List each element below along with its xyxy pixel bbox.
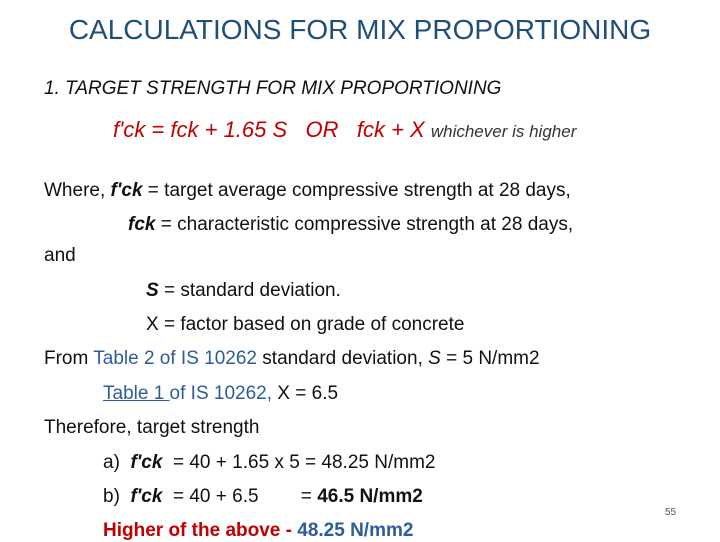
formula-note: whichever is higher — [430, 122, 577, 141]
term-s: S — [428, 348, 441, 369]
reference-value: = 5 N/mm2 — [440, 348, 540, 369]
definition-prefix: Where, — [44, 180, 111, 201]
definition-text: = target average compressive strength at… — [142, 180, 571, 201]
definition-text: = characteristic compressive strength at… — [155, 214, 574, 235]
result-final: Higher of the above - 48.25 N/mm2 — [103, 520, 413, 542]
table-1-link[interactable]: Table 1 — [103, 383, 170, 404]
reference-standard-deviation: From Table 2 of IS 10262 standard deviat… — [44, 348, 540, 370]
term-f-ck-prime: f'ck — [110, 180, 143, 201]
final-value: 48.25 N/mm2 — [297, 520, 414, 541]
definition-and: and — [44, 245, 76, 266]
reference-prefix: From — [44, 348, 94, 369]
option-label: b) — [103, 486, 131, 507]
term-f-ck-prime: f'ck — [130, 452, 163, 473]
reference-text: standard deviation, — [257, 348, 429, 369]
reference-value: X = 6.5 — [272, 383, 339, 404]
option-b-value: 46.5 N/mm2 — [317, 486, 423, 507]
result-option-a: a) f'ck = 40 + 1.65 x 5 = 48.25 N/mm2 — [103, 452, 435, 474]
definition-fck-target: Where, f'ck = target average compressive… — [44, 180, 571, 202]
option-label: a) — [103, 452, 131, 473]
page-number: 55 — [665, 507, 677, 518]
definition-x: X = factor based on grade of concrete — [146, 314, 465, 335]
term-f-ck-prime: f'ck — [130, 486, 163, 507]
target-strength-formula: f'ck = fck + 1.65 S OR fck + X whichever… — [113, 117, 576, 143]
option-text: = 40 + 6.5 = — [162, 486, 318, 507]
slide-title: CALCULATIONS FOR MIX PROPORTIONING — [68, 14, 652, 45]
term-fck: fck — [128, 214, 156, 235]
result-option-b: b) f'ck = 40 + 6.5 = 46.5 N/mm2 — [103, 486, 423, 508]
definition-s: S = standard deviation. — [146, 280, 341, 302]
final-label: Higher of the above - — [103, 520, 298, 541]
reference-table-2: Table 2 of IS 10262 — [93, 348, 258, 369]
formula-main: f'ck = fck + 1.65 S OR fck + X — [113, 117, 425, 142]
section-heading: 1. TARGET STRENGTH FOR MIX PROPORTIONING — [44, 78, 502, 99]
result-intro: Therefore, target strength — [44, 417, 260, 438]
reference-is-10262: of IS 10262, — [169, 383, 273, 404]
option-text: = 40 + 1.65 x 5 = 48.25 N/mm2 — [162, 452, 436, 473]
definition-text: = standard deviation. — [158, 280, 341, 301]
term-s: S — [146, 280, 159, 301]
definition-fck: fck = characteristic compressive strengt… — [128, 214, 573, 236]
reference-factor-x: Table 1 of IS 10262, X = 6.5 — [103, 383, 338, 405]
